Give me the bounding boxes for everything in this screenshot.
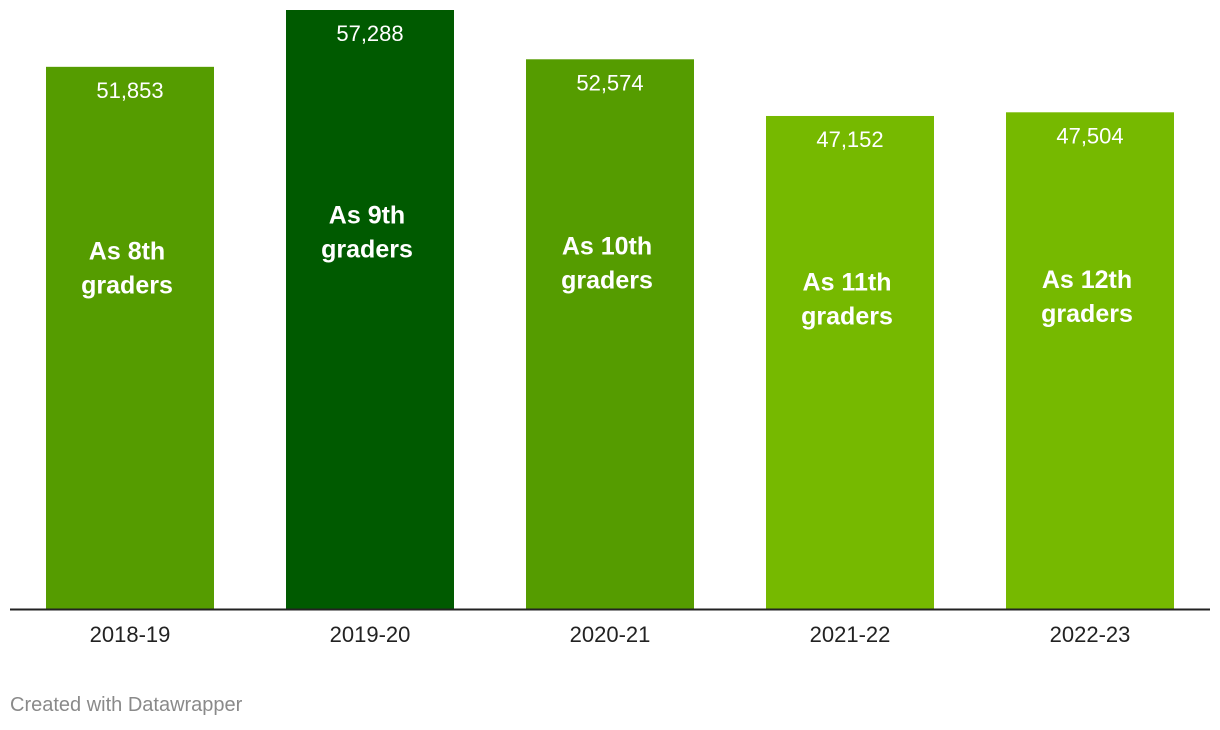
bar-annotation-label: graders	[1041, 300, 1133, 328]
bar-group: 52,574 As 10th graders 2020-21	[526, 59, 694, 647]
footer-credit: Created with Datawrapper	[10, 694, 243, 716]
bar-annotation-label: As 12th	[1042, 266, 1132, 294]
bar	[1006, 112, 1174, 609]
bar-value-label: 51,853	[96, 78, 163, 103]
bar-annotation-label: As 11th	[803, 268, 892, 296]
x-tick-label: 2019-20	[330, 622, 411, 647]
bar-value-label: 47,152	[816, 127, 883, 152]
bar	[526, 59, 694, 610]
bar-annotation-label: graders	[801, 302, 893, 330]
bar-value-label: 52,574	[576, 70, 643, 95]
bar-group: 57,288 As 9th graders 2019-20	[286, 10, 454, 647]
bar-annotation-label: As 9th	[329, 202, 405, 230]
x-tick-label: 2018-19	[90, 622, 171, 647]
bar-value-label: 57,288	[336, 21, 403, 46]
bar-annotation-label: As 10th	[562, 233, 652, 261]
bar-group: 51,853 As 8th graders 2018-19	[46, 66, 214, 647]
bar-annotation-label: graders	[81, 271, 173, 299]
bar-annotation-label: graders	[321, 236, 413, 264]
x-tick-label: 2022-23	[1050, 622, 1131, 647]
bar-group: 47,504 As 12th graders 2022-23	[1006, 112, 1174, 647]
x-tick-label: 2020-21	[570, 622, 651, 647]
bar	[46, 66, 214, 609]
bar	[766, 115, 934, 609]
bar-annotation-label: As 8th	[89, 237, 165, 265]
bar-annotation-label: graders	[561, 267, 653, 295]
bar-value-label: 47,504	[1056, 123, 1123, 148]
x-tick-label: 2021-22	[810, 622, 891, 647]
bar-group: 47,152 As 11th graders 2021-22	[766, 115, 934, 647]
bar	[286, 10, 454, 609]
